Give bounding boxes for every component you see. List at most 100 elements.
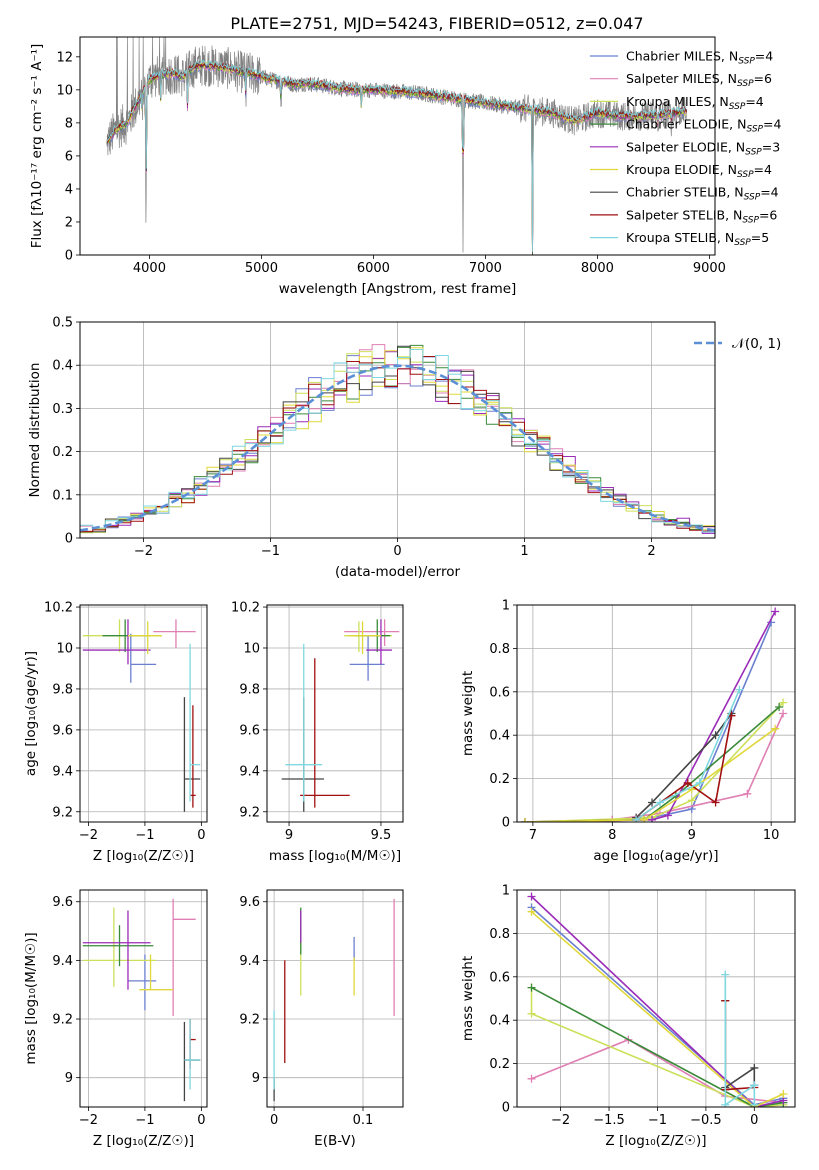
x-axis-label: E(B-V) (314, 1133, 356, 1149)
x-tick-label: −1 (135, 828, 154, 843)
residuals-panel: −2 −1 0 1 2 0 0.1 0.2 0.3 0.4 0.5 (data-model)/erro… (27, 316, 781, 581)
y-tick-label: 0.4 (52, 359, 73, 374)
legend-value: =4 (760, 185, 778, 200)
data-point-marker (527, 1074, 536, 1083)
x-tick-label: 9 (285, 828, 293, 843)
plot-area (527, 892, 788, 1107)
y-tick-label: 9.4 (52, 764, 73, 779)
x-tick-label: −1.5 (593, 1113, 625, 1128)
legend-value: =4 (755, 49, 773, 64)
mass-weight-line (724, 1000, 755, 1091)
legend-entry: 𝒩(0, 1) (732, 336, 781, 352)
residual-histogram (80, 345, 715, 533)
x-tick-label: −0.5 (690, 1113, 722, 1128)
data-point-marker (711, 798, 720, 807)
y-tick-label: 8 (65, 116, 73, 131)
y-tick-label: 4 (65, 182, 73, 197)
mass-weight-line (524, 702, 784, 822)
axes-frame (79, 36, 716, 256)
model-spectrum-line (106, 59, 687, 252)
data-point-marker (721, 1100, 730, 1107)
x-tick-label: 8000 (581, 261, 614, 276)
y-tick-label: 9.6 (52, 895, 73, 910)
y-tick-label: 9.2 (52, 805, 73, 820)
mass-weight-line (524, 728, 776, 822)
mass-weight-line (530, 987, 784, 1107)
axes-frame (79, 321, 716, 539)
y-axis-label: mass [log₁₀(M/M☉)] (23, 932, 39, 1064)
x-tick-label: 0 (197, 1113, 205, 1128)
mass-weight-line (524, 713, 784, 822)
y-tick-label: 0.8 (489, 927, 510, 942)
mass-weight-line (635, 689, 741, 821)
data-point-marker (779, 698, 788, 707)
x-tick-label: 0.1 (353, 1113, 374, 1128)
x-tick-label: −1 (135, 1113, 154, 1128)
x-tick-label: 9 (688, 828, 696, 843)
legend-subscript: SSP (729, 102, 746, 112)
legend-subscript: SSP (745, 147, 762, 157)
legend-value: =6 (754, 71, 772, 86)
data-point-marker (779, 709, 788, 718)
y-tick-label: 0.6 (489, 685, 510, 700)
mass-weight-line (531, 986, 784, 1107)
x-tick-label: 6000 (357, 261, 390, 276)
mass-weight-line (724, 974, 756, 1107)
y-axis-label: mass weight (460, 956, 476, 1041)
legend-value: =4 (763, 117, 781, 132)
data-point-marker (527, 907, 536, 916)
x-tick-label: 1 (520, 544, 528, 559)
x-tick-label: 8 (608, 828, 616, 843)
y-tick-label: 0 (502, 816, 510, 831)
x-tick-label: −2 (551, 1113, 570, 1128)
data-point-marker (779, 1089, 788, 1098)
legend-entry: Chabrier MILES, NSSP=4 (626, 49, 773, 67)
y-tick-label: 0.3 (52, 402, 73, 417)
x-tick-label: 0 (270, 1113, 278, 1128)
y-tick-label: 9 (65, 1071, 73, 1086)
legend-entry: Salpeter STELIB, NSSP=6 (626, 207, 777, 225)
data-point-marker (663, 811, 672, 820)
data-point-marker (750, 1100, 759, 1107)
legend-subscript: SSP (737, 79, 754, 89)
y-axis-label: Normed distribution (27, 363, 43, 498)
legend-subscript: SSP (737, 170, 754, 180)
y-tick-label: 0 (65, 249, 73, 264)
legend-subscript: SSP (744, 193, 761, 203)
y-tick-label: 6 (65, 149, 73, 164)
x-axis-label: age [log₁₀(age/yr)] (593, 848, 718, 864)
y-tick-label: 12 (56, 50, 73, 65)
data-point-marker (711, 731, 720, 740)
data-point-marker (640, 815, 649, 822)
x-axis-label: (data-model)/error (335, 564, 461, 580)
data-point-marker (775, 702, 784, 711)
y-tick-label: 1 (502, 884, 510, 899)
y-tick-label: 0.4 (489, 1014, 510, 1029)
x-axis-label: Z [log₁₀(Z/Z☉)] (93, 1133, 194, 1149)
y-tick-label: 2 (65, 215, 73, 230)
legend-value: =5 (751, 230, 769, 245)
x-tick-label: 0 (197, 828, 205, 843)
y-tick-label: 9.8 (239, 682, 260, 697)
y-tick-label: 0.8 (489, 642, 510, 657)
figure-title: PLATE=2751, MJD=54243, FIBERID=0512, z=0… (230, 14, 643, 33)
legend-entry: Kroupa ELODIE, NSSP=4 (626, 162, 772, 180)
x-tick-label: 4000 (133, 261, 166, 276)
legend-entry: Salpeter MILES, NSSP=6 (626, 71, 772, 89)
y-tick-label: 0.1 (52, 488, 73, 503)
data-point-marker (520, 818, 529, 822)
y-tick-label: 1 (502, 599, 510, 614)
plot-area (520, 607, 788, 822)
legend-value: =6 (759, 207, 777, 222)
plot-area (273, 898, 395, 1102)
data-point-marker (771, 607, 780, 616)
x-tick-label: 2 (647, 544, 655, 559)
mass-weight-vs-age-panel: 7 8 9 10 0 0.2 0.4 0.6 0.8 1 age [log₁₀(age/yr)] ma… (460, 599, 796, 864)
y-tick-label: 0.2 (489, 772, 510, 787)
y-tick-label: 0.2 (52, 445, 73, 460)
residual-histogram (80, 356, 715, 533)
legend-entry: Kroupa STELIB, NSSP=5 (626, 230, 769, 248)
data-point-marker (527, 892, 536, 901)
mass-vs-ebv-panel: 0 0.1 9 9.2 9.4 9.6 E(B-V) (239, 889, 404, 1149)
